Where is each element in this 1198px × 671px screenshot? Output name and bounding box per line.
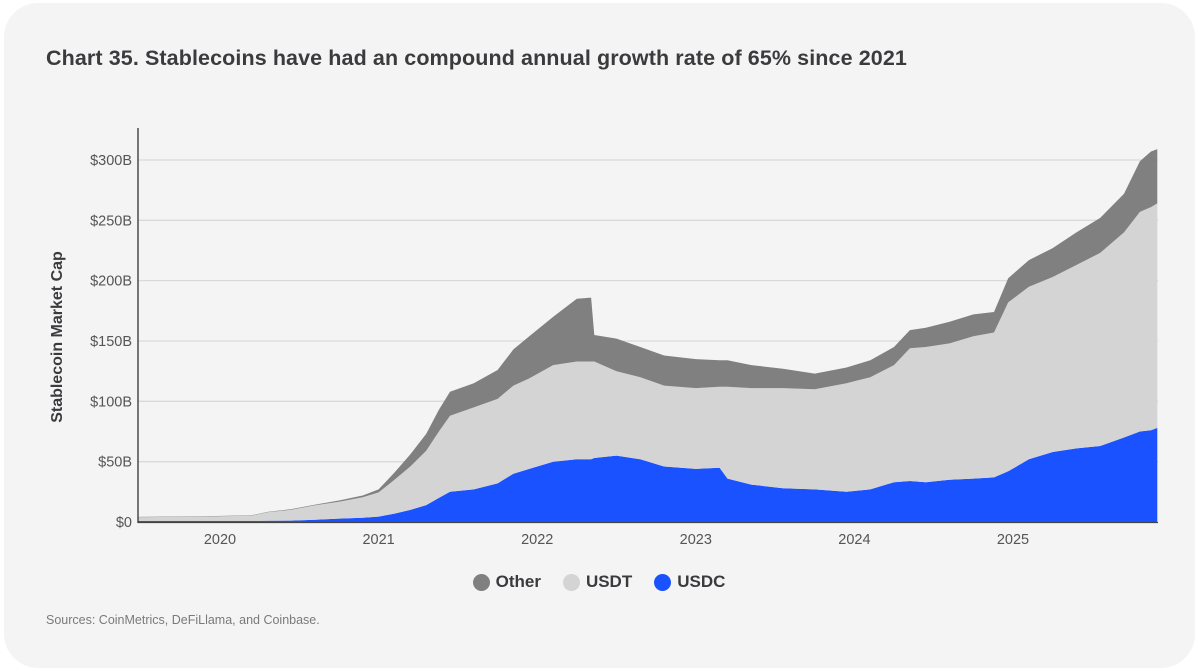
legend: Other USDT USDC: [0, 572, 1198, 592]
axes: [137, 128, 1158, 524]
area-usdc: [137, 427, 1158, 522]
source-note: Sources: CoinMetrics, DeFiLlama, and Coi…: [46, 613, 320, 627]
y-tick-labels: $0 $50B $100B $150B $200B $250B $300B: [90, 153, 132, 531]
y-tick-label: $200B: [90, 274, 132, 290]
y-tick-label: $50B: [98, 455, 132, 471]
legend-item-other: Other: [472, 572, 541, 592]
chart-title: Chart 35. Stablecoins have had an compou…: [46, 46, 907, 70]
legend-swatch-usdc: [654, 573, 672, 591]
y-tick-label: $100B: [90, 394, 132, 410]
area-other: [137, 149, 1158, 518]
y-tick-label: $300B: [90, 153, 132, 169]
x-tick-label: 2024: [838, 532, 870, 548]
y-tick-label: $250B: [90, 213, 132, 229]
y-tick-label: $0: [116, 515, 132, 531]
legend-item-usdc: USDC: [654, 572, 725, 592]
x-tick-label: 2020: [204, 532, 236, 548]
x-tick-label: 2025: [997, 532, 1029, 548]
y-tick-label: $150B: [90, 334, 132, 350]
x-tick-label: 2023: [680, 532, 712, 548]
legend-swatch-usdt: [562, 573, 580, 591]
legend-label-other: Other: [495, 572, 541, 591]
x-tick-labels: 2020 2021 2022 2023 2024 2025: [204, 532, 1029, 548]
x-tick-label: 2021: [362, 532, 394, 548]
legend-label-usdt: USDT: [585, 572, 633, 591]
legend-label-usdc: USDC: [677, 572, 726, 591]
x-tick-label: 2022: [521, 532, 553, 548]
legend-item-usdt: USDT: [562, 572, 633, 592]
area-usdt: [137, 203, 1158, 521]
stacked-areas: [137, 149, 1158, 522]
legend-swatch-other: [472, 573, 490, 591]
